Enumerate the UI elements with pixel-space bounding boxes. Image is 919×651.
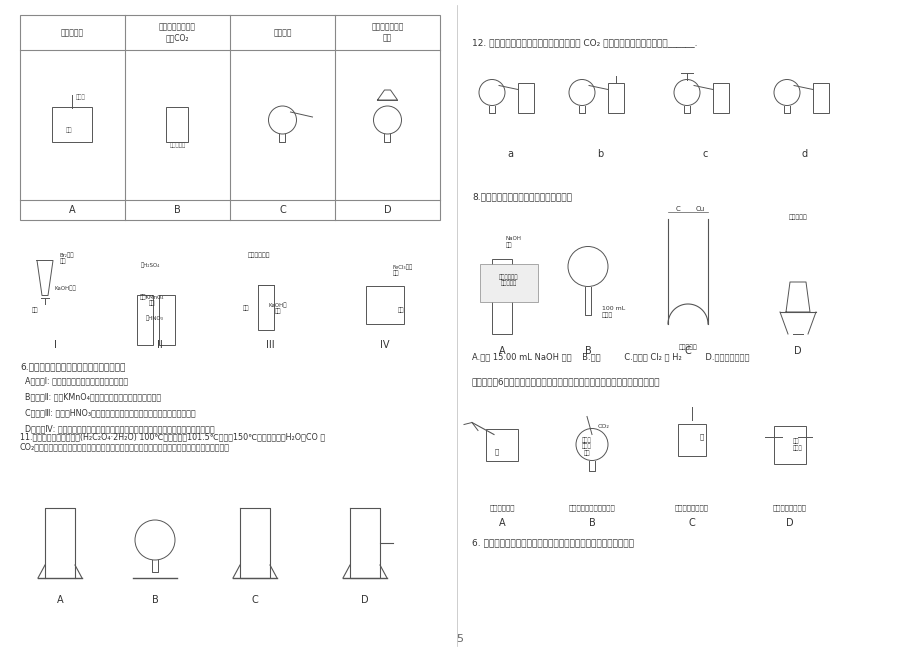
Text: C: C: [252, 595, 258, 605]
Text: 氯化氢气体的吸收: 氯化氢气体的吸收: [675, 504, 709, 510]
Text: c: c: [701, 149, 707, 159]
Bar: [812, 83, 828, 113]
Text: B、实验Ⅱ: 酸性KMnO₄溶液中浮现气泡，且颜色逐渐褪去: B、实验Ⅱ: 酸性KMnO₄溶液中浮现气泡，且颜色逐渐褪去: [25, 392, 161, 401]
Text: b: b: [596, 149, 603, 159]
Text: A.量取 15.00 mL NaOH 溶液    B.定容         C.电解成 Cl₂ 和 H₂         D.高温燃烧石灰石: A.量取 15.00 mL NaOH 溶液 B.定容 C.电解成 Cl₂ 和 H…: [471, 352, 749, 361]
Text: B: B: [588, 518, 595, 528]
Text: KaOH柠
溶液: KaOH柠 溶液: [268, 302, 287, 314]
Text: 8.下列实验操作或装置符合实验规定的是: 8.下列实验操作或装置符合实验规定的是: [471, 192, 572, 201]
Text: C: C: [675, 206, 680, 212]
Text: 蒸馏石油: 蒸馏石油: [273, 28, 291, 37]
Text: III: III: [266, 340, 274, 350]
Text: A: A: [498, 518, 505, 528]
Text: 12. 实验室用贝壳与稀盐酸反应制备并收集 CO₂ 气体，下列装置中合理的是______.: 12. 实验室用贝壳与稀盐酸反应制备并收集 CO₂ 气体，下列装置中合理的是__…: [471, 38, 697, 47]
Text: 水: 水: [494, 449, 499, 455]
Text: B: B: [584, 346, 591, 356]
Text: 饱和
食盐水: 饱和 食盐水: [792, 438, 802, 450]
Text: IV: IV: [380, 340, 390, 350]
Text: NaOH
溶液: NaOH 溶液: [505, 236, 521, 248]
Text: 配制溶液中转移
溶液: 配制溶液中转移 溶液: [371, 23, 403, 42]
Text: 浓硫酸的稀释: 浓硫酸的稀释: [489, 504, 515, 510]
Text: Br₂的苯
溶液: Br₂的苯 溶液: [60, 252, 74, 264]
Bar: [137, 295, 153, 345]
Text: B: B: [174, 205, 181, 215]
Text: a: a: [506, 149, 513, 159]
Text: 饱和食盐水: 饱和食盐水: [788, 214, 807, 220]
Text: 6. 对的的实验操作是实验成功的总要因素，下列实验操作错误的是: 6. 对的的实验操作是实验成功的总要因素，下列实验操作错误的是: [471, 538, 633, 547]
Text: 11.（上海高考）草酸晶体(H₂C₂O₄·2H₂O) 100℃开始失水，101.5℃熔化，150℃左右分解产生H₂O、CO 和
CO₂。用加热草酸晶体的措施获取: 11.（上海高考）草酸晶体(H₂C₂O₄·2H₂O) 100℃开始失水，101.…: [20, 432, 324, 451]
Text: A、实验Ⅰ: 振荡后静置，上层溶液颜色保持不变: A、实验Ⅰ: 振荡后静置，上层溶液颜色保持不变: [25, 376, 128, 385]
Text: D: D: [361, 595, 369, 605]
Text: C: C: [278, 205, 286, 215]
Bar: [773, 426, 805, 464]
Text: C、实验Ⅲ: 微热稀HNO₃至刚，溶液中有气泡产生，广口瓶内始终保持无色: C、实验Ⅲ: 微热稀HNO₃至刚，溶液中有气泡产生，广口瓶内始终保持无色: [25, 408, 196, 417]
Bar: [52, 107, 93, 143]
Text: 可抽动的铜丝: 可抽动的铜丝: [248, 252, 270, 258]
Text: D: D: [786, 518, 793, 528]
Text: 有乐器材柜: 有乐器材柜: [169, 142, 186, 148]
Text: 溶酒的
苯酚钠
溶液: 溶酒的 苯酚钠 溶液: [582, 437, 591, 456]
Text: C: C: [684, 346, 690, 356]
Text: II: II: [157, 340, 163, 350]
Bar: [677, 424, 705, 456]
Text: 苯橡: 苯橡: [32, 307, 39, 312]
Text: 碳酸、苯酚酸性强弱比较: 碳酸、苯酚酸性强弱比较: [568, 504, 615, 510]
Bar: [257, 285, 274, 330]
Text: 用石灰石和稀盐酸
制取CO₂: 用石灰石和稀盐酸 制取CO₂: [159, 23, 196, 42]
Text: 液H₂SO₄: 液H₂SO₄: [141, 262, 160, 268]
Bar: [166, 107, 188, 143]
Text: C: C: [688, 518, 695, 528]
Text: 碱液: 碱液: [66, 127, 73, 133]
Bar: [159, 295, 175, 345]
Bar: [517, 83, 533, 113]
Text: D: D: [383, 205, 391, 215]
Text: I: I: [53, 340, 56, 350]
Text: 100 mL
容量瓶: 100 mL 容量瓶: [601, 306, 625, 318]
Bar: [485, 428, 517, 460]
Text: 测强酸、强碱
的新型函量: 测强酸、强碱 的新型函量: [499, 274, 518, 286]
Bar: [492, 259, 512, 334]
Text: 澄水: 澄水: [398, 307, 404, 312]
Text: 除去氢气中氯化氢: 除去氢气中氯化氢: [772, 504, 806, 510]
Text: A: A: [69, 205, 75, 215]
Text: 饱和食盐水: 饱和食盐水: [678, 344, 697, 350]
Text: KaOH稀液: KaOH稀液: [55, 285, 76, 291]
Bar: [712, 83, 728, 113]
Text: B: B: [152, 595, 158, 605]
Text: D、实验Ⅳ: 继续煮沸溶液至红褐色，停止加热，当充束通过液体系时可产生丁达尔效应: D、实验Ⅳ: 继续煮沸溶液至红褐色，停止加热，当充束通过液体系时可产生丁达尔效应: [25, 424, 214, 433]
Bar: [607, 83, 623, 113]
Text: A: A: [498, 346, 505, 356]
Text: 水: 水: [699, 433, 703, 440]
Text: 酸定中和热: 酸定中和热: [61, 28, 84, 37]
Text: 5: 5: [456, 634, 463, 644]
Text: 石灰: 石灰: [243, 305, 249, 311]
Text: d: d: [801, 149, 807, 159]
Text: D: D: [793, 346, 801, 356]
Text: A: A: [57, 595, 63, 605]
Text: CO₂: CO₂: [597, 424, 609, 429]
Text: 6.（广东高考）下列实验现象图测对的的是: 6.（广东高考）下列实验现象图测对的的是: [20, 362, 125, 371]
Text: Cu: Cu: [695, 206, 704, 212]
Bar: [366, 286, 403, 324]
Text: （上海卷）6．对的的实验操作是实验成功的重要因素，下列实验操作错误的是: （上海卷）6．对的的实验操作是实验成功的重要因素，下列实验操作错误的是: [471, 377, 660, 386]
Bar: [480, 264, 538, 302]
Bar: [20, 15, 439, 220]
Text: 酸性KMnO₄
溶液: 酸性KMnO₄ 溶液: [140, 294, 165, 306]
Text: 温度计: 温度计: [75, 94, 85, 100]
Text: FeCl₃饱和
溶液: FeCl₃饱和 溶液: [392, 264, 413, 276]
Text: 稀HNO₃: 稀HNO₃: [146, 315, 164, 321]
